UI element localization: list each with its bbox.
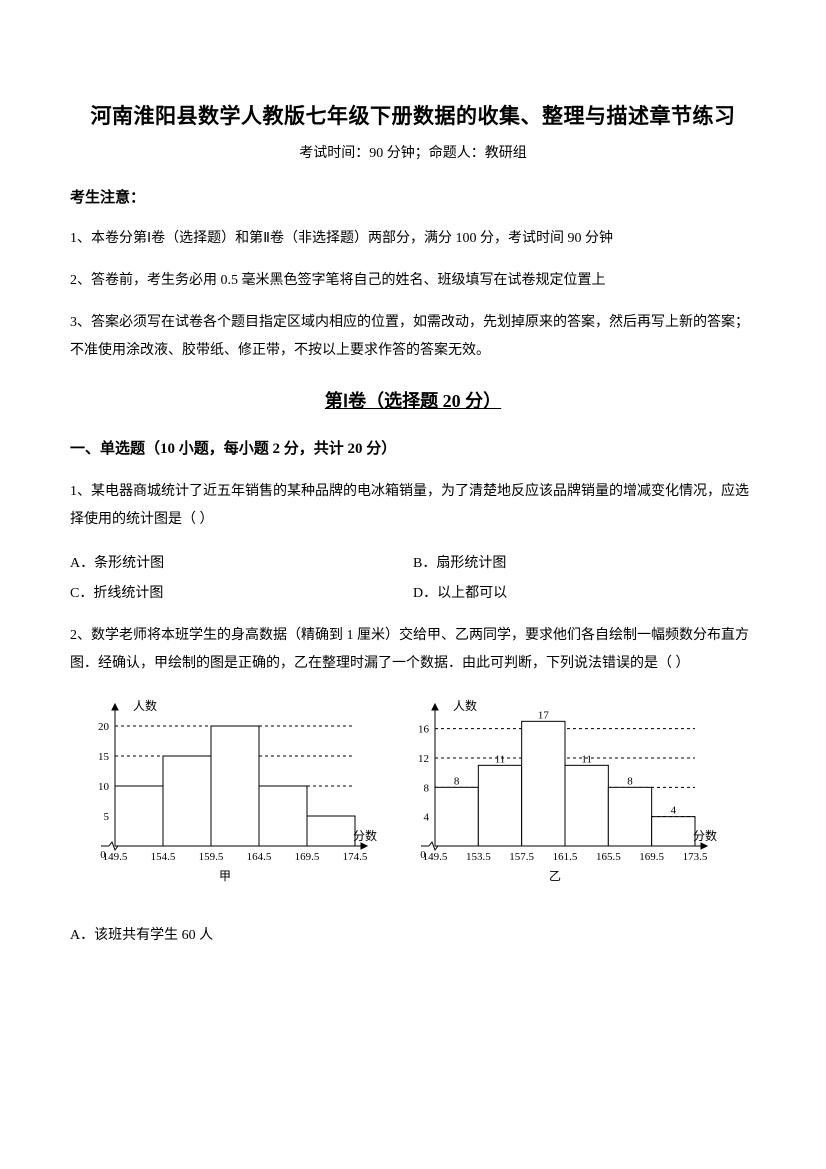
svg-text:8: 8 [424,782,430,794]
q1-option-b: B．扇形统计图 [413,552,756,572]
svg-text:甲: 甲 [219,869,231,883]
svg-text:165.5: 165.5 [596,851,621,863]
svg-text:20: 20 [98,721,110,733]
svg-text:174.5: 174.5 [343,851,368,863]
question-1-text: 1、某电器商城统计了近五年销售的某种品牌的电冰箱销量，为了清楚地反应该品牌销量的… [70,478,756,534]
svg-text:5: 5 [104,811,110,823]
svg-text:169.5: 169.5 [639,851,664,863]
svg-text:乙: 乙 [549,869,561,883]
page-subtitle: 考试时间：90 分钟；命题人：教研组 [70,142,756,162]
q2-option-a: A．该班共有学生 60 人 [70,922,756,950]
q1-option-a: A．条形统计图 [70,552,413,572]
chart-2-histogram: 4812168111711840149.5153.5157.5161.5165.… [390,696,720,886]
svg-text:10: 10 [98,781,110,793]
svg-text:159.5: 159.5 [199,851,224,863]
notice-item-3: 3、答案必须写在试卷各个题目指定区域内相应的位置，如需改动，先划掉原来的答案，然… [70,309,756,365]
charts-container: 51015200149.5154.5159.5164.5169.5174.5人数… [70,696,756,886]
q1-options-row-2: C．折线统计图 D．以上都可以 [70,582,756,602]
q1-option-d: D．以上都可以 [413,582,756,602]
svg-text:16: 16 [418,724,430,736]
notice-item-1: 1、本卷分第Ⅰ卷（选择题）和第Ⅱ卷（非选择题）两部分，满分 100 分，考试时间… [70,225,756,253]
svg-text:149.5: 149.5 [423,851,448,863]
page-title: 河南淮阳县数学人教版七年级下册数据的收集、整理与描述章节练习 [70,100,756,130]
svg-text:人数: 人数 [453,698,477,713]
svg-text:154.5: 154.5 [151,851,176,863]
svg-text:169.5: 169.5 [295,851,320,863]
svg-text:11: 11 [581,753,592,765]
svg-text:8: 8 [454,775,460,787]
chart-1-histogram: 51015200149.5154.5159.5164.5169.5174.5人数… [70,696,380,886]
svg-text:164.5: 164.5 [247,851,272,863]
part-a-heading: 一、单选题（10 小题，每小题 2 分，共计 20 分） [70,437,756,458]
svg-text:8: 8 [627,775,633,787]
svg-text:149.5: 149.5 [103,851,128,863]
svg-text:12: 12 [418,753,429,765]
section-1-title: 第Ⅰ卷（选择题 20 分） [70,387,756,413]
svg-text:17: 17 [538,709,550,721]
svg-text:分数: 分数 [693,828,717,843]
svg-text:人数: 人数 [133,698,157,713]
exam-page: 河南淮阳县数学人教版七年级下册数据的收集、整理与描述章节练习 考试时间：90 分… [0,0,826,1169]
notice-item-2: 2、答卷前，考生务必用 0.5 毫米黑色签字笔将自己的姓名、班级填写在试卷规定位… [70,267,756,295]
svg-text:173.5: 173.5 [683,851,708,863]
svg-text:分数: 分数 [353,828,377,843]
svg-text:153.5: 153.5 [466,851,491,863]
svg-text:157.5: 157.5 [509,851,534,863]
svg-text:11: 11 [495,753,506,765]
svg-text:4: 4 [424,812,430,824]
q1-options-row-1: A．条形统计图 B．扇形统计图 [70,552,756,572]
notice-heading: 考生注意： [70,186,756,207]
svg-text:4: 4 [671,805,677,817]
svg-text:161.5: 161.5 [553,851,578,863]
q1-option-c: C．折线统计图 [70,582,413,602]
svg-text:15: 15 [98,751,110,763]
question-2-text: 2、数学老师将本班学生的身高数据（精确到 1 厘米）交给甲、乙两同学，要求他们各… [70,622,756,678]
